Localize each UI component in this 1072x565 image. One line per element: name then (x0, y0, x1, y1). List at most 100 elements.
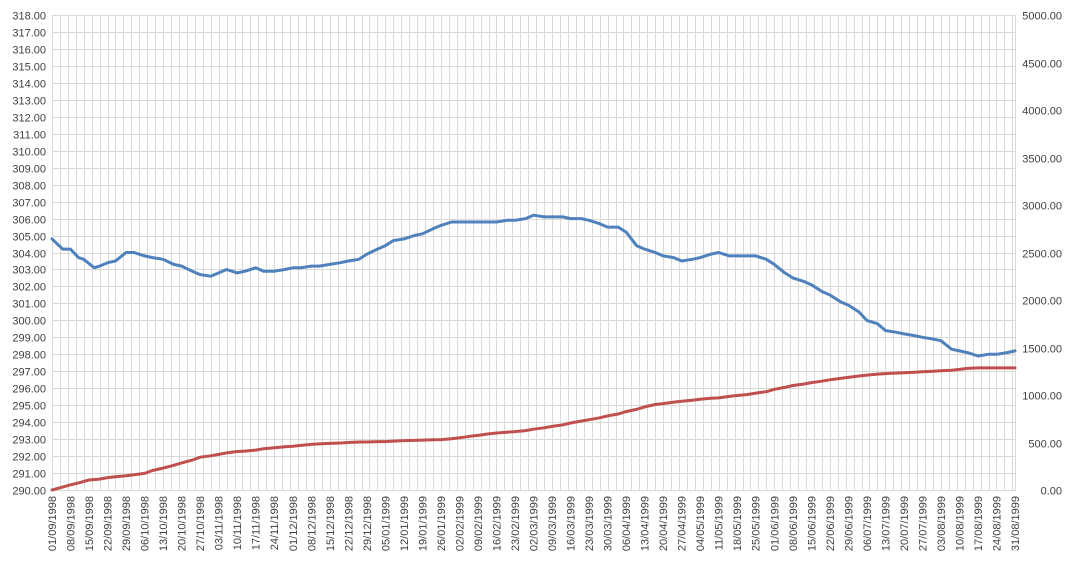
gridlines (52, 15, 1016, 491)
left-y-tick-label: 311.00 (13, 130, 46, 142)
right-y-tick-label: 2500.00 (1022, 249, 1062, 261)
left-y-tick-label: 299.00 (12, 333, 46, 345)
x-tick-label-group: 10/08/1999 (954, 496, 966, 551)
x-tick-label-group: 22/06/1999 (825, 496, 837, 551)
right-y-tick-label: 500.00 (1028, 439, 1062, 451)
x-tick-label: 25/05/1999 (751, 496, 763, 551)
left-y-tick-label: 294.00 (12, 418, 46, 430)
right-y-tick-label: 3500.00 (1022, 154, 1062, 166)
x-tick-label-group: 15/09/1998 (84, 496, 96, 551)
left-y-tick-label: 290.00 (12, 486, 46, 498)
x-tick-label: 05/01/1999 (380, 496, 392, 551)
x-tick-label: 08/06/1999 (788, 496, 800, 551)
x-tick-label-group: 26/01/1999 (436, 496, 448, 551)
left-y-tick-label: 291.00 (12, 469, 46, 481)
x-tick-label: 24/08/1999 (991, 496, 1003, 551)
x-tick-label-group: 03/11/1998 (214, 496, 226, 550)
x-tick-label-group: 13/10/1998 (158, 496, 170, 551)
right-y-tick-label: 4500.00 (1022, 59, 1062, 71)
right-y-tick-label: 5000.00 (1022, 11, 1062, 23)
x-tick-label-group: 18/05/1999 (732, 496, 744, 551)
x-tick-label: 27/07/1999 (917, 496, 929, 551)
x-tick-label: 06/07/1999 (862, 496, 874, 551)
x-tick-label: 17/08/1999 (973, 496, 985, 551)
x-tick-label-group: 09/03/1999 (547, 496, 559, 551)
x-tick-label-group: 02/02/1999 (454, 496, 466, 551)
x-tick-label-group: 27/10/1998 (195, 496, 207, 551)
x-tick-label: 06/04/1999 (621, 496, 633, 551)
right-y-tick-label: 1000.00 (1022, 391, 1062, 403)
x-tick-label: 06/10/1998 (140, 496, 152, 551)
left-y-tick-label: 297.00 (12, 367, 46, 379)
left-y-axis-labels: 290.00 291.00 292.00 293.00 294.00 295.00 296.… (12, 11, 46, 498)
left-y-tick-label: 301.00 (12, 299, 46, 311)
x-tick-label-group: 19/01/1999 (417, 496, 429, 551)
left-y-tick-label: 304.00 (12, 249, 46, 261)
x-tick-label: 10/08/1999 (954, 496, 966, 551)
x-tick-label-group: 23/02/1999 (510, 496, 522, 551)
series-line-right-axis (50, 366, 1017, 492)
x-tick-label-group: 20/04/1999 (658, 496, 670, 551)
x-tick-label: 30/03/1999 (603, 496, 615, 551)
x-tick-label-group: 05/01/1999 (380, 496, 392, 551)
right-y-tick-label: 2000.00 (1022, 296, 1062, 308)
x-tick-label-group: 01/09/1998 (47, 496, 59, 551)
left-y-tick-label: 293.00 (12, 435, 46, 447)
left-y-tick-label: 306.00 (12, 215, 46, 227)
x-tick-label: 01/09/1998 (47, 496, 59, 551)
x-tick-label-group: 08/06/1999 (788, 496, 800, 551)
x-tick-label: 22/09/1998 (103, 496, 115, 551)
right-y-tick-label: 3000.00 (1022, 201, 1062, 213)
x-tick-label: 17/11/1998 (251, 496, 263, 550)
x-tick-label-group: 29/09/1998 (121, 496, 133, 551)
x-tick-label-group: 20/10/1998 (177, 496, 189, 551)
x-tick-label-group: 06/10/1998 (140, 496, 152, 551)
right-y-tick-label: 1500.00 (1022, 344, 1062, 356)
x-tick-label-group: 17/08/1999 (973, 496, 985, 551)
x-tick-label-group: 30/03/1999 (603, 496, 615, 551)
x-tick-label: 22/12/1998 (343, 496, 355, 551)
x-tick-label-group: 25/05/1999 (751, 496, 763, 551)
left-y-tick-label: 317.00 (12, 28, 46, 40)
x-tick-label-group: 01/12/1998 (288, 496, 300, 551)
left-y-tick-label: 298.00 (12, 350, 46, 362)
left-y-tick-label: 308.00 (12, 181, 46, 193)
left-y-tick-label: 313.00 (12, 96, 46, 108)
x-tick-label-group: 03/08/1999 (936, 496, 948, 551)
right-y-tick-label: 0.00 (1041, 486, 1062, 498)
x-tick-label: 02/03/1999 (529, 496, 541, 551)
x-tick-label-group: 15/12/1998 (325, 496, 337, 551)
x-tick-label: 10/11/1998 (232, 496, 244, 550)
left-y-tick-label: 305.00 (12, 232, 46, 244)
x-tick-label: 01/06/1999 (769, 496, 781, 551)
x-tick-label-group: 31/08/1999 (1010, 496, 1022, 551)
left-y-tick-label: 303.00 (12, 265, 46, 277)
x-tick-label: 03/08/1999 (936, 496, 948, 551)
x-tick-label: 20/07/1999 (899, 496, 911, 551)
x-tick-label: 26/01/1999 (436, 496, 448, 551)
x-tick-label-group: 01/06/1999 (769, 496, 781, 551)
left-y-tick-label: 295.00 (12, 401, 46, 413)
left-y-tick-label: 310.00 (12, 147, 46, 159)
x-tick-label-group: 12/01/1999 (399, 496, 411, 551)
x-tick-label: 23/03/1999 (584, 496, 596, 551)
x-tick-label: 09/03/1999 (547, 496, 559, 551)
left-y-tick-label: 296.00 (12, 384, 46, 396)
right-y-axis-labels: 0.00 500.00 1000.00 1500.00 2000.00 2500.00 30… (1022, 11, 1062, 498)
plot-area-frame (52, 15, 1016, 491)
x-tick-label-group: 04/05/1999 (695, 496, 707, 551)
x-tick-label-group: 13/04/1999 (640, 496, 652, 551)
x-tick-label-group: 13/07/1999 (880, 496, 892, 551)
left-y-tick-label: 314.00 (12, 79, 46, 91)
x-tick-label: 13/04/1999 (640, 496, 652, 551)
x-tick-label-group: 29/06/1999 (843, 496, 855, 551)
left-y-tick-label: 302.00 (12, 282, 46, 294)
series-line-left-axis (50, 213, 1017, 358)
x-tick-label-group: 17/11/1998 (251, 496, 263, 550)
x-tick-label: 04/05/1999 (695, 496, 707, 551)
x-tick-label: 29/06/1999 (843, 496, 855, 551)
x-tick-label: 08/12/1998 (306, 496, 318, 551)
x-tick-label: 08/09/1998 (66, 496, 78, 551)
